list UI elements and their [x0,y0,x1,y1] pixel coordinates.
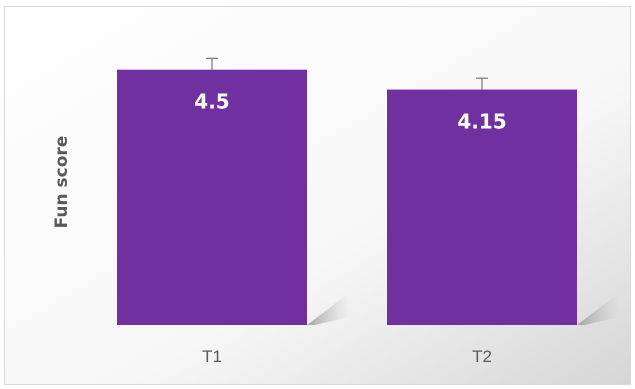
bar-t1 [117,69,307,325]
bar-shadow-t1 [307,293,349,325]
bars [117,69,577,325]
bar-shadow-t2 [577,293,619,325]
bar-t2 [387,89,577,325]
bar-shadows [307,293,619,325]
data-labels: 4.5 4.15 [194,90,506,134]
x-tick-t1: T1 [202,347,222,366]
error-bars [206,57,488,90]
y-axis-title: Fun score [52,136,72,229]
data-label-t1: 4.5 [194,90,229,114]
data-label-t2: 4.15 [457,110,506,134]
x-tick-t2: T2 [472,347,492,366]
x-tick-labels: T1 T2 [202,347,492,366]
